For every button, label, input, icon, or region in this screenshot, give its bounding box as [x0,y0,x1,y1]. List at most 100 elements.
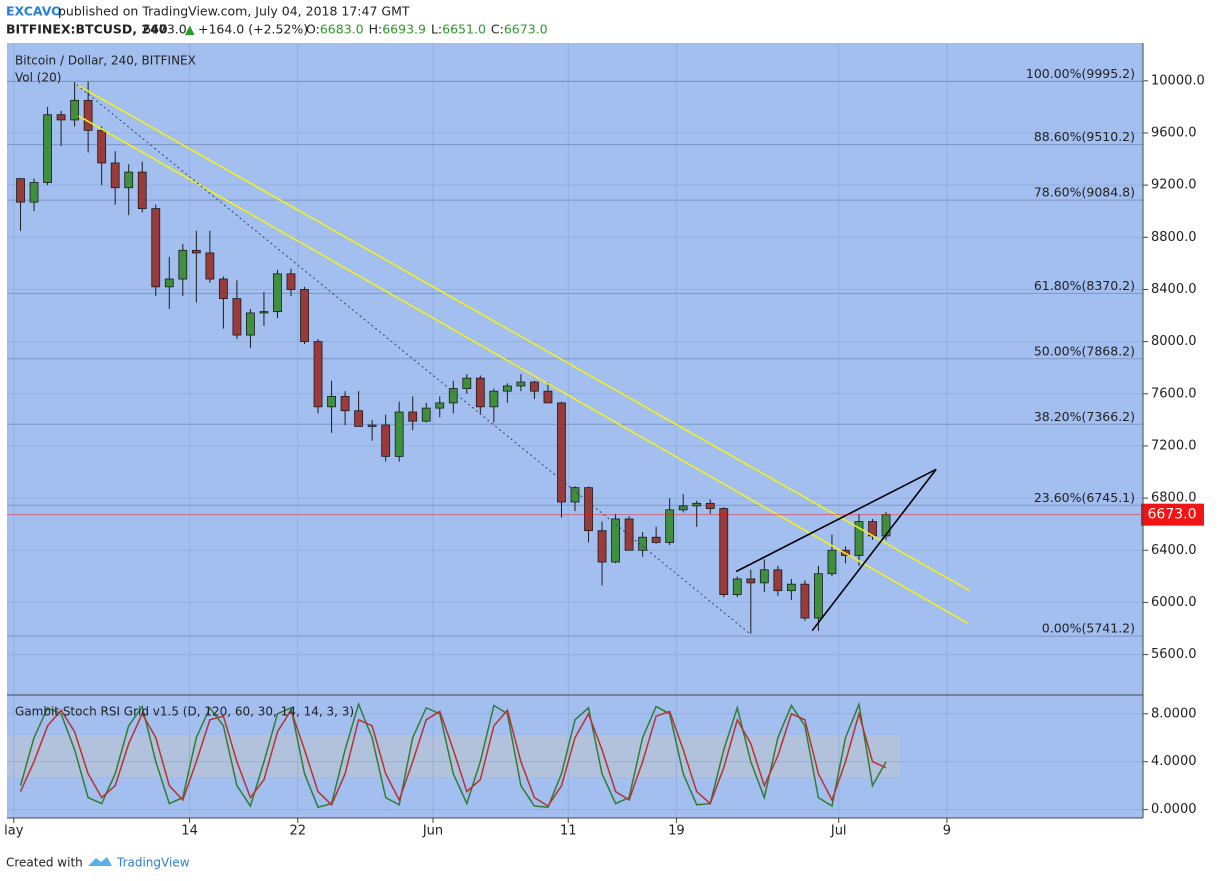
candle-body [164,278,174,288]
candle-body [137,171,147,210]
x-tick-label: 14 [181,824,198,839]
candle-body [218,278,228,299]
y-tick-label: 7600.0 [1151,386,1197,401]
logo [88,857,112,866]
candle-body [854,521,864,556]
candle-body [881,514,891,537]
candle-body [665,509,675,543]
fib-label: 100.00%(9995.2) [1026,66,1135,81]
fib-label: 0.00%(5741.2) [1042,621,1135,636]
candle-body [557,402,566,503]
candle-body [678,505,688,511]
candle-body [732,578,742,595]
indicator-title: Gambit Stoch RSI Grid v1.5 (D, 120, 60, … [15,705,354,719]
ohlc-value: 6651.0 [442,22,486,37]
volume-label: Vol (20) [15,71,61,85]
plots: lay 14 22 Jun 11 19 Jul 9 5600.0 6000.0 6400.0 6800… [4,43,1205,839]
y-tick-label: 5600.0 [1151,647,1197,662]
candle-body [638,536,648,551]
candle-body [489,390,499,408]
brand[interactable]: TradingView [116,856,190,870]
y-tick-label: 6400.0 [1151,543,1197,558]
candle-body [327,395,336,408]
x-tick-label: 22 [289,824,306,839]
author[interactable]: EXCAVO [6,4,62,19]
trend-line [735,468,937,573]
candle-body [43,114,52,183]
candle-body [584,487,593,532]
candle-body [259,311,269,314]
candle-body [246,312,255,336]
candle-body [340,395,350,412]
ohlc-key: H: [369,22,383,37]
candle-body [462,377,472,389]
candle-body [597,530,607,563]
candle-body [367,424,377,427]
candle-body [124,171,134,189]
candle-body [827,549,837,575]
candle-body [408,411,418,422]
candle-body [692,502,702,507]
candle-body [719,508,729,595]
candle-body [191,249,201,254]
candle-body [16,178,25,203]
candle-body [313,341,323,408]
created: Created with [6,856,83,870]
y-tick-label: 8800.0 [1151,230,1197,245]
y-tick-label: 9600.0 [1151,125,1197,140]
candle-body [543,390,553,404]
candle-body [435,402,445,409]
x-tick-label: 11 [560,824,577,839]
ohlc-key: C: [491,22,504,37]
candle-body [83,99,93,131]
candle-body [475,377,485,408]
candle-body [205,252,215,280]
y-tick-label: 8.0000 [1151,706,1197,721]
candle-body [786,583,796,592]
y-tick-label: 0.0000 [1151,802,1197,817]
plot-bg [7,43,1143,818]
y-tick-label: 6000.0 [1151,595,1197,610]
candle-body [232,298,242,336]
candle-body [29,182,39,203]
candle-body [394,411,404,457]
last-price-box [1141,503,1204,526]
trend-line [78,115,969,625]
candle-body [502,385,512,392]
candle-body [56,114,66,121]
candle-body [97,129,107,164]
x-tick-label: Jul [830,824,847,839]
change: +164.0 (+2.52%) [198,22,308,37]
trend-line [811,468,937,632]
fib-label: 38.20%(7366.2) [1034,409,1135,424]
candle-body [814,573,823,619]
y-tick-label: 6800.0 [1151,491,1197,506]
rsi-line [19,708,887,808]
candle-body [448,388,458,404]
y-tick-label: 4.0000 [1151,754,1197,769]
x-tick-label: Jun [422,824,443,839]
candle-body [611,518,620,563]
candle-body [624,518,634,551]
candle-body [110,162,120,189]
candle-body [273,273,282,313]
fib-label: 23.60%(6745.1) [1034,490,1135,505]
x-tick-label: 9 [943,824,951,839]
candle-body [381,424,391,457]
x-tick-label: lay [4,824,24,839]
candle-body [746,578,756,584]
last-price-label: 6673.0 [1148,507,1197,523]
ohlc-key: L: [431,22,442,37]
candle-body [800,583,810,619]
y-tick-label: 10000.0 [1151,73,1205,88]
candle-body [773,569,783,592]
candle-body [516,381,526,387]
candle-body [178,249,188,280]
y-tick-label: 8400.0 [1151,282,1197,297]
candle-body [530,381,539,392]
arrow: ▲ [185,22,195,37]
candle-body [151,208,161,288]
rsi-grid-band [7,735,900,777]
ohlc-value: 6673.0 [504,22,548,37]
